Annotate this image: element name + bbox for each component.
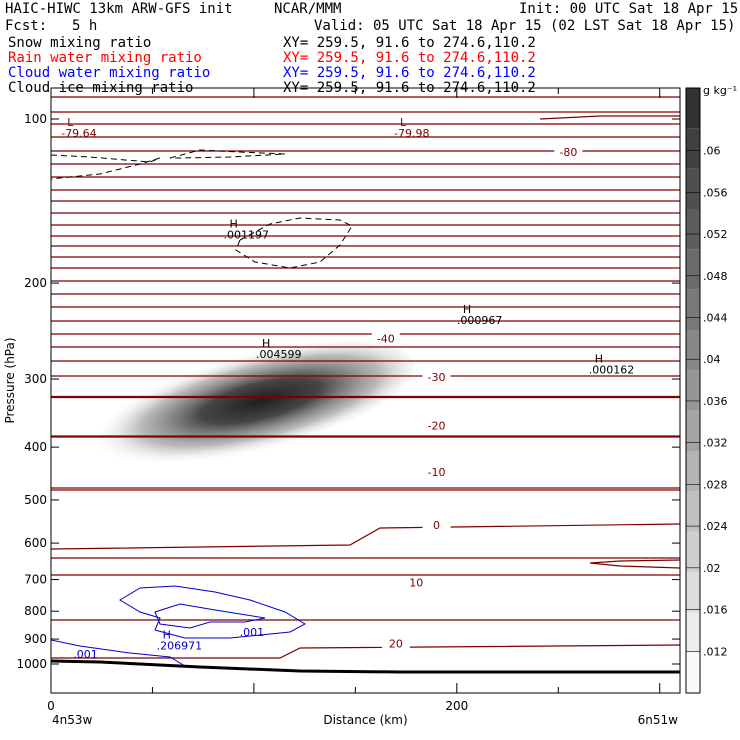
y-tick-label: 700 (24, 573, 47, 587)
y-tick-label: 800 (24, 604, 47, 618)
extremum-marker: H (262, 337, 270, 350)
colorbar-tick-label: .052 (703, 228, 728, 241)
colorbar-tick-label: .06 (703, 145, 721, 158)
legend-snow-name: Snow mixing ratio (8, 35, 152, 51)
colorbar-tick-label: .048 (703, 270, 728, 283)
cloud-water-label: .001 (240, 626, 265, 639)
extremum-value: .206971 (157, 640, 203, 653)
colorbar-segment (686, 491, 700, 532)
colorbar-segment (686, 451, 700, 492)
colorbar-tick-label: .024 (703, 520, 728, 533)
valid-time: Valid: 05 UTC Sat 18 Apr 15 (02 LST Sat … (314, 18, 736, 34)
extremum-value: .000967 (457, 314, 503, 327)
extremum-marker: L (400, 116, 407, 129)
colorbar-segment (686, 249, 700, 290)
legend-cloudwater-xy: XY= 259.5, 91.6 to 274.6,110.2 (283, 65, 536, 81)
colorbar-segment (686, 652, 700, 693)
y-tick-label: 200 (24, 276, 47, 290)
colorbar-segment (686, 612, 700, 653)
plot-frame (50, 87, 681, 694)
colorbar-tick-label: .016 (703, 604, 728, 617)
isotherm-label: 20 (389, 638, 403, 651)
extremum-marker: H (463, 303, 471, 316)
colorbar-tick-label: .056 (703, 186, 728, 199)
fcst-value: 5 h (72, 18, 98, 34)
cloud-water-contour (51, 639, 186, 667)
isotherm-label: 0 (433, 519, 440, 532)
cloud-ice-contour (51, 154, 161, 180)
snow-shading (73, 340, 414, 470)
extremum-value: -79.98 (394, 127, 429, 140)
colorbar-tick-label: .012 (703, 645, 728, 658)
colorbar-tick-label: .04 (703, 353, 721, 366)
extremum-value: -79.64 (61, 127, 96, 140)
cloud-ice-contour (169, 149, 286, 159)
colorbar-segment (686, 531, 700, 572)
y-tick-label: 100 (24, 112, 47, 126)
extremum-marker: H (595, 353, 603, 366)
x-end-label-left: 4n53w (52, 713, 93, 727)
colorbar-tick-label: .02 (703, 562, 721, 575)
fcst-label: Fcst: (5, 18, 48, 34)
colorbar-frame (685, 87, 701, 694)
y-tick-label: 1000 (16, 657, 47, 671)
cloud-water-contour (154, 603, 266, 629)
colorbar-tick-label: .044 (703, 311, 728, 324)
isotherm-line (589, 559, 680, 569)
x-tick-label: 0 (47, 699, 55, 713)
cloud-water-contour (119, 585, 307, 639)
y-tick-label: 300 (24, 372, 47, 386)
colorbar-segment (686, 370, 700, 411)
x-axis-label: Distance (km) (323, 713, 407, 727)
title-left: HAIC-HIWC 13km ARW-GFS init (5, 1, 233, 17)
terrain-line (51, 659, 680, 674)
colorbar-tick-label: .036 (703, 395, 728, 408)
cloud-ice-contour (235, 217, 353, 269)
isotherm-label: -40 (377, 333, 395, 346)
isotherm-line (51, 644, 680, 659)
colorbar-segment (686, 572, 700, 613)
extremum-value: .001197 (224, 228, 270, 241)
legend-snow-xy: XY= 259.5, 91.6 to 274.6,110.2 (283, 35, 536, 51)
plot-area (51, 96, 680, 674)
extremum-marker: H (163, 629, 171, 642)
x-tick-label: 200 (445, 699, 468, 713)
extremum-marker: L (67, 116, 74, 129)
colorbar-unit: g kg⁻¹ (703, 84, 737, 97)
isotherm-line (51, 523, 680, 550)
isotherm-label: -80 (559, 146, 577, 159)
colorbar-segment (686, 289, 700, 330)
extremum-value: .004599 (256, 348, 302, 361)
center-name: NCAR/MMM (274, 1, 342, 17)
colorbar-segment (686, 209, 700, 250)
colorbar-segment (686, 88, 700, 129)
colorbar-tick-label: .028 (703, 478, 728, 491)
y-tick-label: 400 (24, 440, 47, 454)
extremum-value: .000162 (589, 364, 635, 377)
legend-cloudwater-name: Cloud water mixing ratio (8, 65, 211, 81)
colorbar-tick-label: .032 (703, 437, 728, 450)
y-tick-label: 500 (24, 493, 47, 507)
colorbar-segment (686, 168, 700, 209)
isotherm-label: 10 (409, 577, 423, 590)
cloud-water-label: .001 (73, 648, 98, 661)
legend-rain-name: Rain water mixing ratio (8, 50, 202, 66)
legend-rain-xy: XY= 259.5, 91.6 to 274.6,110.2 (283, 50, 536, 66)
init-time: Init: 00 UTC Sat 18 Apr 15 (519, 1, 739, 17)
y-tick-label: 900 (24, 632, 47, 646)
y-tick-label: 600 (24, 536, 47, 550)
colorbar-segment (686, 410, 700, 451)
legend-cloudice-xy: XY= 259.5, 91.6 to 274.6,110.2 (283, 80, 536, 96)
extremum-marker: H (230, 217, 238, 230)
colorbar-segment (686, 128, 700, 169)
isotherm-label: -10 (428, 466, 446, 479)
colorbar-segment (686, 330, 700, 371)
isotherm-label: -20 (428, 419, 446, 432)
isotherm-line (539, 115, 680, 120)
isotherm-label: -30 (428, 371, 446, 384)
y-axis-label: Pressure (hPa) (3, 337, 17, 423)
x-end-label-right: 6n51w (638, 713, 679, 727)
